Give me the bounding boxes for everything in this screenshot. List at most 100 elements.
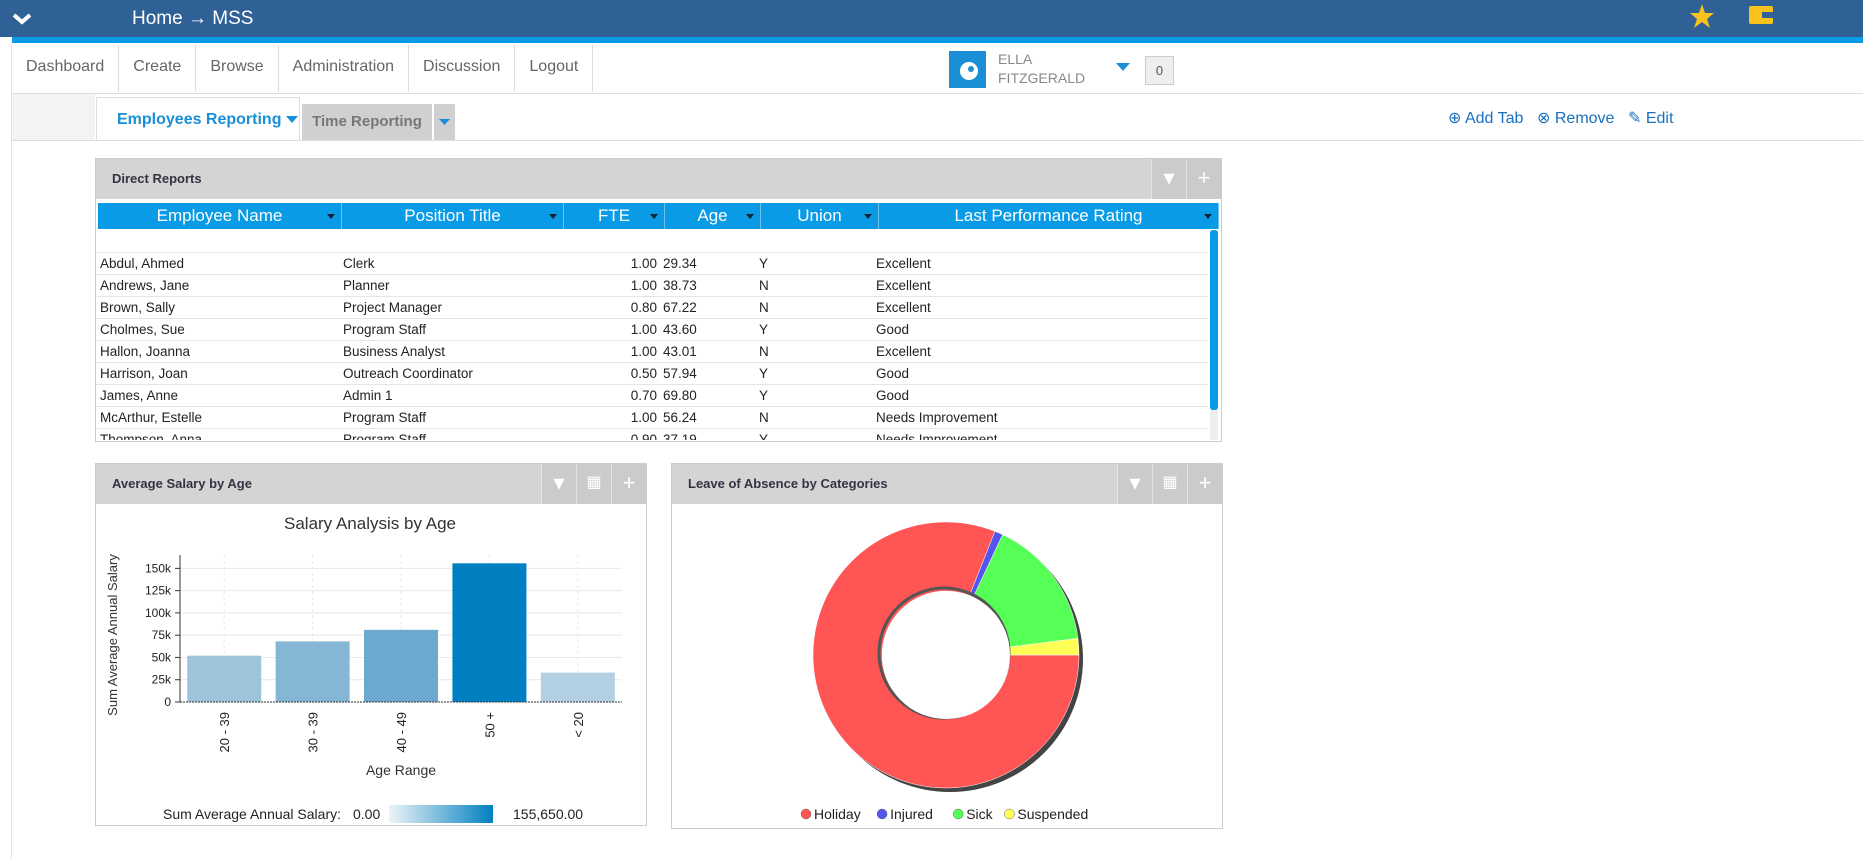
table-cell: Abdul, Ahmed	[100, 256, 185, 271]
table-cell: Y	[759, 366, 769, 381]
table-cell: N	[759, 278, 769, 293]
tab-label: Employees Reporting	[117, 111, 282, 128]
panel-title: Direct Reports	[96, 159, 1221, 199]
divider	[12, 93, 1863, 94]
action-label: Add Tab	[1464, 110, 1524, 127]
table-cell: Program Staff	[343, 410, 427, 425]
bar	[364, 629, 438, 702]
tab-dropdown[interactable]	[285, 116, 298, 124]
user-name[interactable]: ELLA FITZGERALD	[998, 50, 1085, 88]
table-cell: 1.00	[630, 322, 657, 337]
table-cell: Good	[876, 322, 910, 337]
panel-add[interactable]: +	[1186, 159, 1221, 199]
wallet-icon[interactable]	[1748, 4, 1774, 26]
accent-line	[12, 37, 1863, 43]
table-cell: Harrison, Joan	[100, 366, 188, 381]
scale-min: 0.00	[353, 806, 380, 822]
panel-add[interactable]: +	[611, 464, 646, 504]
table-row: Thompson, Anna Program Staff 0.90 37.19 Y Nee…	[96, 428, 1208, 440]
table-cell: Needs Improvement	[876, 410, 998, 425]
panel-menu[interactable]: ▾	[1151, 159, 1186, 199]
x-tick-label: 50 +	[482, 712, 497, 738]
table-cell: Y	[759, 322, 769, 337]
panel-table[interactable]: ▦	[1152, 464, 1187, 504]
column-header[interactable]: FTE	[564, 203, 665, 229]
notification-count[interactable]: 0	[1145, 56, 1174, 85]
legend-label: Holiday	[814, 806, 861, 822]
table-row: Brown, Sally Project Manager 0.80 67.22 N Exc…	[96, 296, 1208, 319]
table-cell: N	[759, 300, 769, 315]
nav-item[interactable]: Logout	[515, 45, 594, 92]
x-tick-label: 40 - 49	[394, 712, 409, 752]
table-cell: 0.70	[630, 388, 657, 403]
x-axis-label: Age Range	[366, 762, 436, 778]
table-row: Andrews, Jane Planner 1.00 38.73 N Excellent	[96, 274, 1208, 297]
y-tick-label: 100k	[145, 606, 172, 620]
scrollbar[interactable]	[1210, 230, 1218, 440]
color-scale	[389, 805, 493, 823]
tab-active[interactable]: Employees Reporting	[96, 97, 300, 140]
user-first-name: ELLA	[998, 51, 1033, 67]
user-avatar[interactable]	[949, 51, 986, 88]
divider	[11, 43, 12, 859]
table-cell: N	[759, 344, 769, 359]
table-cell: 43.60	[663, 322, 697, 337]
bar	[275, 641, 350, 702]
favorite-icon[interactable]	[1689, 3, 1715, 29]
bar-chart: Salary Analysis by Age 0 25k 50k 75k 100k 125k…	[105, 514, 622, 823]
tab-spacer	[12, 94, 95, 140]
table-cell: Planner	[343, 278, 390, 293]
table-row: Abdul, Ahmed Clerk 1.00 29.34 Y Excellent	[96, 252, 1208, 275]
panel-table[interactable]: ▦	[576, 464, 611, 504]
top-bar: Home → MSS	[0, 0, 1863, 37]
table-cell: Business Analyst	[343, 344, 446, 359]
table-row: McArthur, Estelle Program Staff 1.00 56.24 N…	[96, 406, 1208, 429]
absence-panel: Leave of Absence by Categories ▾ ▦ + Hol…	[671, 463, 1223, 829]
add-tab[interactable]: ⊕ Add Tab	[1448, 110, 1524, 127]
nav-item[interactable]: Administration	[279, 45, 410, 92]
table-cell: 69.80	[663, 388, 697, 403]
column-header[interactable]: Union	[761, 203, 879, 229]
column-header[interactable]: Position Title	[342, 203, 564, 229]
table-cell: Brown, Sally	[100, 300, 176, 315]
table-cell: N	[759, 410, 769, 425]
y-tick-label: 125k	[145, 584, 172, 598]
y-tick-label: 75k	[152, 628, 172, 642]
user-dropdown[interactable]	[1116, 63, 1130, 72]
nav-item[interactable]: Dashboard	[12, 45, 120, 92]
tab[interactable]: Time Reporting	[302, 104, 432, 140]
y-axis-label: Sum Average Annual Salary	[105, 554, 120, 716]
menu-toggle[interactable]	[12, 12, 32, 26]
panel-menu[interactable]: ▾	[1117, 464, 1152, 504]
table-cell: Thompson, Anna	[100, 432, 203, 440]
table-cell: 0.80	[630, 300, 657, 315]
breadcrumb[interactable]: Home → MSS	[132, 8, 254, 29]
remove-tab[interactable]: ⊗ Remove	[1537, 110, 1615, 127]
panel-menu[interactable]: ▾	[541, 464, 576, 504]
y-tick-label: 150k	[145, 561, 172, 575]
table-cell: Outreach Coordinator	[343, 366, 473, 381]
edit-tab[interactable]: ✎ Edit	[1628, 110, 1674, 127]
nav-item[interactable]: Discussion	[409, 45, 516, 92]
scale-label: Sum Average Annual Salary:	[163, 806, 341, 822]
nav-item[interactable]: Create	[119, 45, 197, 92]
table-cell: Needs Improvement	[876, 432, 998, 440]
bar	[187, 655, 262, 702]
panel-add[interactable]: +	[1187, 464, 1222, 504]
column-header[interactable]: Last Performance Rating	[879, 203, 1219, 229]
table-cell: Y	[759, 388, 769, 403]
table-cell: Good	[876, 366, 910, 381]
tab-dropdown[interactable]	[434, 104, 455, 140]
table-cell: 1.00	[630, 278, 657, 293]
table-row: Harrison, Joan Outreach Coordinator 0.50 57…	[96, 362, 1208, 385]
table-row	[96, 230, 1208, 253]
x-tick-label: 30 - 39	[306, 712, 321, 752]
table-cell: Clerk	[343, 256, 375, 271]
column-header[interactable]: Employee Name	[98, 203, 342, 229]
column-header[interactable]: Age	[665, 203, 761, 229]
table-cell: Hallon, Joanna	[100, 344, 191, 359]
legend-marker	[952, 808, 964, 820]
nav-item[interactable]: Browse	[196, 45, 279, 92]
table-cell: 1.00	[630, 410, 657, 425]
table-cell: 38.73	[663, 278, 697, 293]
